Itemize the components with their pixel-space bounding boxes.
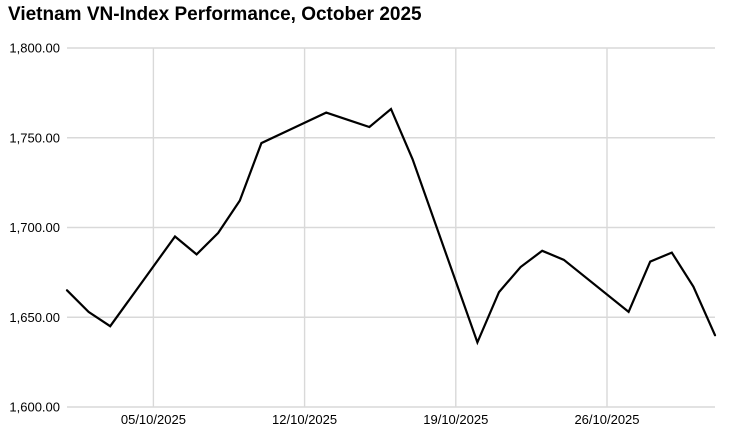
x-axis-tick-label: 12/10/2025 (272, 412, 337, 427)
x-axis-tick-label: 05/10/2025 (121, 412, 186, 427)
chart-title: Vietnam VN-Index Performance, October 20… (8, 4, 422, 25)
vn-index-price-line (65, 107, 717, 346)
x-axis-tick-label: 19/10/2025 (423, 412, 488, 427)
y-axis-tick-label: 1,700.00 (9, 220, 60, 235)
y-axis-tick-label: 1,750.00 (9, 130, 60, 145)
x-axis-tick-label: 26/10/2025 (574, 412, 639, 427)
y-axis-tick-label: 1,600.00 (9, 400, 60, 415)
y-axis-tick-label: 1,650.00 (9, 310, 60, 325)
y-axis-tick-label: 1,800.00 (9, 41, 60, 56)
